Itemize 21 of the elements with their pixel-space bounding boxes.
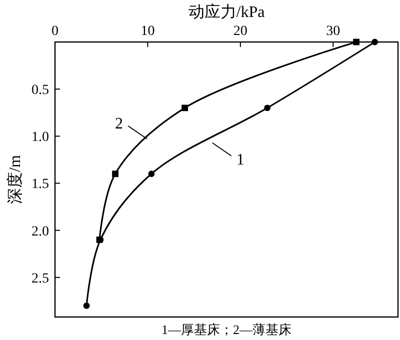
y-tick-label: 0.5 <box>32 82 49 98</box>
point <box>353 38 360 46</box>
y-axis-title: 深度/m <box>6 154 24 204</box>
series-label: 2 <box>115 115 124 132</box>
point <box>112 170 118 178</box>
y-tick-label: 1.5 <box>32 177 49 192</box>
x-tick-label: 10 <box>140 24 155 39</box>
y-tick-label: 1.0 <box>32 130 49 146</box>
point <box>264 104 270 112</box>
point <box>372 38 378 46</box>
legend-label: 1 <box>236 151 244 168</box>
y-tick-label: 2.5 <box>32 271 49 286</box>
x-tick-label: 20 <box>233 24 248 39</box>
x-tick-label: 0 <box>52 24 58 39</box>
y-tick-label: 2.0 <box>32 224 49 240</box>
x-tick-label: 30 <box>326 24 340 39</box>
point <box>148 170 155 178</box>
text: 1—厚基床；2—薄基床 <box>162 322 292 337</box>
x-axis-title: 动应力/kPa <box>188 3 265 21</box>
point <box>83 302 90 309</box>
point <box>182 104 188 112</box>
